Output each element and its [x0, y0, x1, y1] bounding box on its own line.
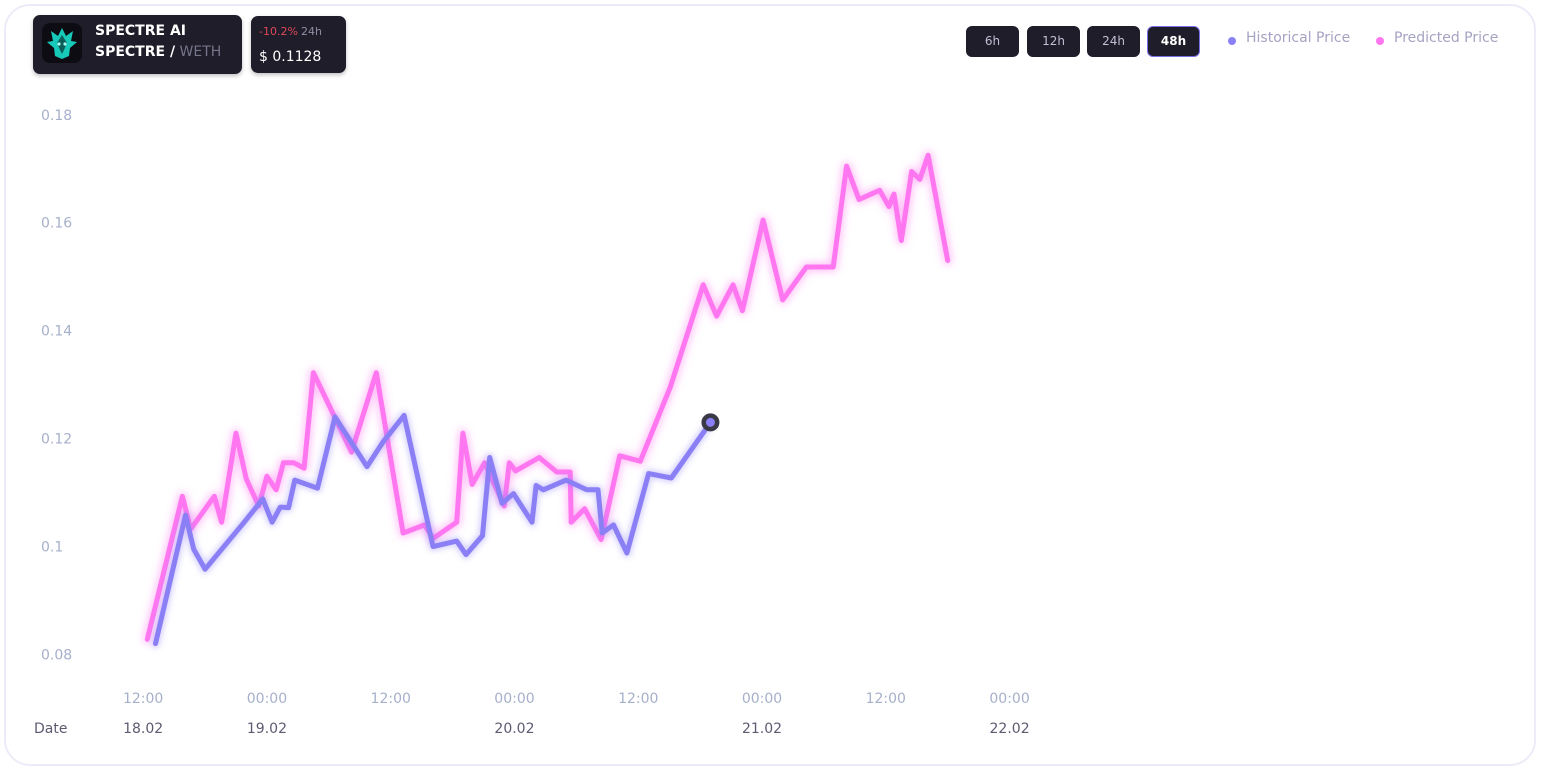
y-axis: 0.08 0.1 0.12 0.14 0.16 0.18	[41, 108, 72, 664]
token-pair: SPECTRE / WETH	[95, 44, 221, 60]
timeframe-24h-button[interactable]: 24h	[1087, 26, 1140, 57]
date-tick-label: 21.02	[742, 721, 782, 737]
y-tick-label: 0.14	[41, 324, 72, 340]
date-tick-label: 20.02	[494, 721, 534, 737]
chart-panel	[4, 4, 1536, 766]
date-tick-label: 19.02	[247, 721, 287, 737]
timeframe-48h-button[interactable]: 48h	[1147, 26, 1200, 57]
spectre-logo-glyph	[47, 28, 77, 59]
historical-price-line	[153, 412, 713, 647]
x-tick-label: 00:00	[247, 691, 287, 707]
x-tick-label: 00:00	[494, 691, 534, 707]
x-tick-label: 00:00	[989, 691, 1029, 707]
date-tick-label: 22.02	[990, 721, 1030, 737]
legend-predicted-label: Predicted Price	[1394, 30, 1499, 46]
x-tick-label: 12:00	[618, 691, 658, 707]
pair-base: SPECTRE /	[95, 44, 176, 60]
historical-dot-icon	[1228, 37, 1236, 45]
y-tick-label: 0.12	[41, 432, 72, 448]
date-tick-label: 18.02	[123, 721, 163, 737]
current-price: $ 0.1128	[259, 49, 322, 65]
timeframe-6h-button[interactable]: 6h	[966, 26, 1019, 57]
current-point-dot	[705, 417, 715, 427]
pair-quote: WETH	[179, 44, 222, 60]
token-name: SPECTRE AI	[95, 23, 186, 39]
x-axis: 12:00 00:00 12:00 00:00 12:00 00:00 12:00 00:00…	[123, 691, 1030, 737]
y-tick-label: 0.16	[41, 216, 72, 232]
price-change-period: 24h	[301, 25, 322, 38]
y-tick-label: 0.08	[41, 647, 72, 663]
price-change: -10.2%	[259, 25, 298, 38]
x-tick-label: 12:00	[123, 691, 163, 707]
price-card: -10.2% 24h $ 0.1128	[251, 16, 346, 73]
predicted-price-line	[144, 152, 951, 642]
y-tick-label: 0.18	[41, 108, 72, 124]
timeframe-12h-button[interactable]: 12h	[1027, 26, 1080, 57]
x-tick-label: 12:00	[371, 691, 411, 707]
token-card[interactable]: SPECTRE AI SPECTRE / WETH	[33, 15, 242, 74]
legend-historical-label: Historical Price	[1246, 30, 1351, 46]
x-tick-label: 00:00	[742, 691, 782, 707]
y-tick-label: 0.1	[41, 539, 63, 555]
x-axis-title: Date	[34, 721, 67, 737]
predicted-price-glow	[142, 150, 953, 644]
x-tick-label: 12:00	[866, 691, 906, 707]
price-lines	[142, 150, 953, 649]
spectre-logo-icon	[42, 23, 82, 63]
predicted-dot-icon	[1376, 37, 1384, 45]
